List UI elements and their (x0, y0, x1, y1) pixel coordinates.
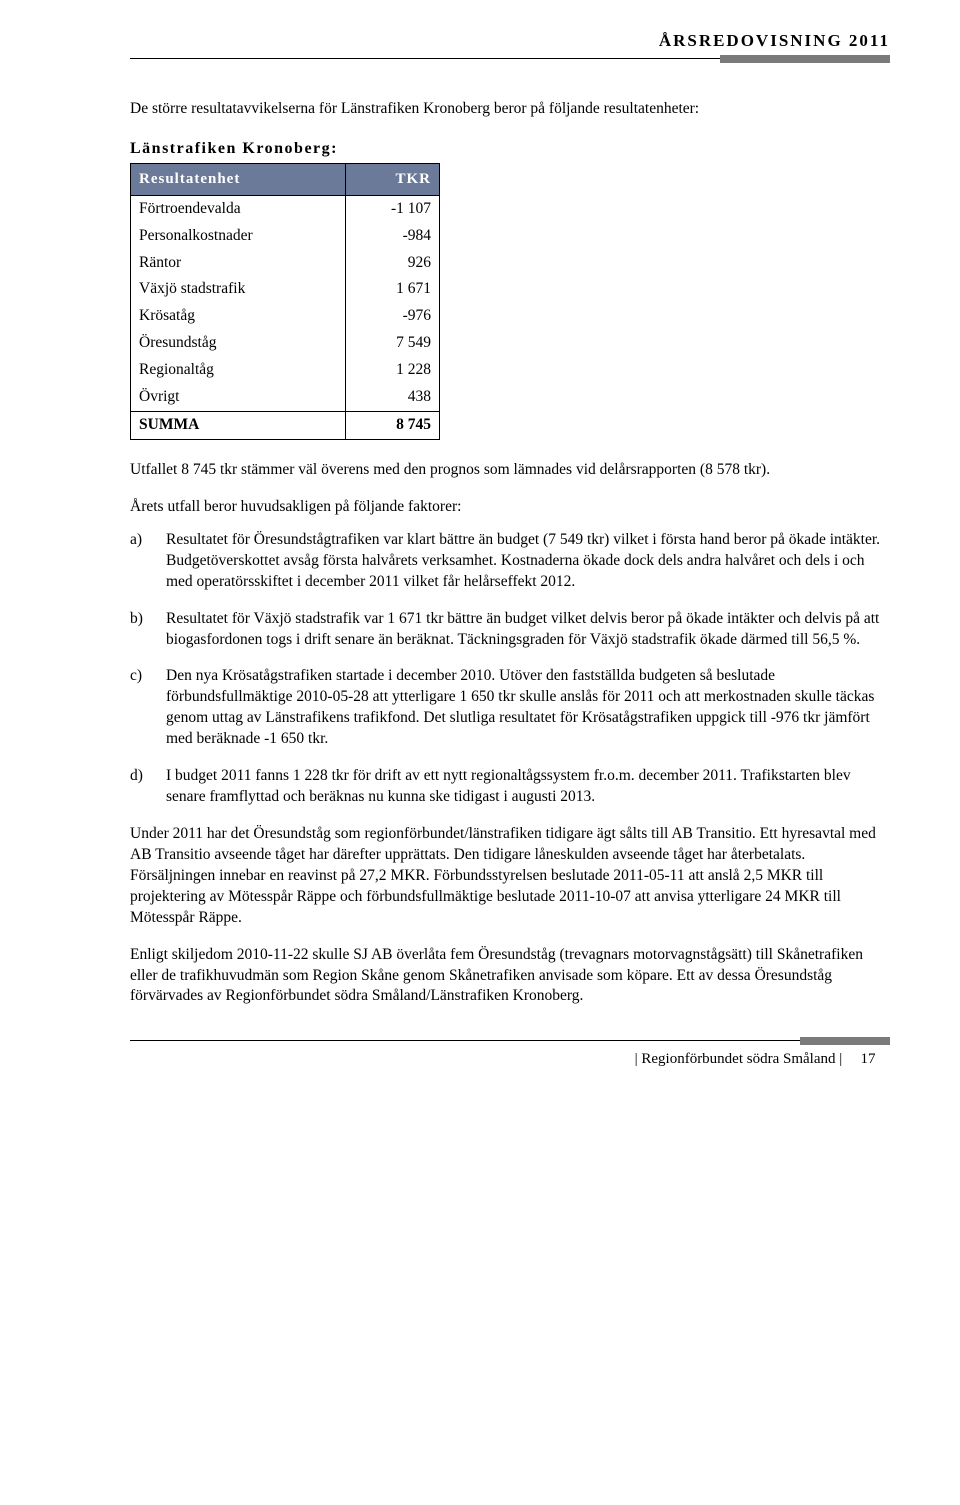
cell-value: 926 (346, 250, 440, 277)
page-header-title: ÅRSREDOVISNING 2011 (130, 30, 890, 53)
table-row: Växjö stadstrafik1 671 (131, 276, 440, 303)
cell-name: Växjö stadstrafik (131, 276, 346, 303)
cell-value: -1 107 (346, 195, 440, 222)
after-table-paragraph: Utfallet 8 745 tkr stämmer väl överens m… (130, 460, 890, 481)
table-row: Regionaltåg1 228 (131, 357, 440, 384)
factor-list: a)Resultatet för Öresundstågtrafiken var… (130, 530, 890, 808)
col-header-resultatenhet: Resultatenhet (131, 164, 346, 195)
cell-name: Övrigt (131, 384, 346, 411)
table-title: Länstrafiken Kronoberg: (130, 138, 890, 160)
list-item: b)Resultatet för Växjö stadstrafik var 1… (130, 609, 890, 651)
table-row: Övrigt438 (131, 384, 440, 411)
table-row: Personalkostnader-984 (131, 223, 440, 250)
table-sum-row: SUMMA8 745 (131, 412, 440, 440)
cell-name: Förtroendevalda (131, 195, 346, 222)
cell-value: 1 671 (346, 276, 440, 303)
table-row: Krösatåg-976 (131, 303, 440, 330)
list-item: a)Resultatet för Öresundstågtrafiken var… (130, 530, 890, 593)
table-row: Räntor926 (131, 250, 440, 277)
cell-name: Räntor (131, 250, 346, 277)
cell-name: Personalkostnader (131, 223, 346, 250)
list-item-text: I budget 2011 fanns 1 228 tkr för drift … (166, 766, 890, 808)
body-para-2: Enligt skiljedom 2010-11-22 skulle SJ AB… (130, 945, 890, 1008)
col-header-tkr: TKR (346, 164, 440, 195)
sum-value: 8 745 (346, 412, 440, 440)
intro-paragraph: De större resultatavvikelserna för Länst… (130, 99, 890, 120)
list-item: c)Den nya Krösatågstrafiken startade i d… (130, 666, 890, 750)
list-marker: c) (130, 666, 166, 750)
cell-value: 1 228 (346, 357, 440, 384)
list-item: d)I budget 2011 fanns 1 228 tkr för drif… (130, 766, 890, 808)
cell-value: 438 (346, 384, 440, 411)
list-item-text: Resultatet för Växjö stadstrafik var 1 6… (166, 609, 890, 651)
list-marker: b) (130, 609, 166, 651)
footer-page-number: 17 (846, 1049, 890, 1069)
list-marker: a) (130, 530, 166, 593)
table-row: Förtroendevalda-1 107 (131, 195, 440, 222)
sum-label: SUMMA (131, 412, 346, 440)
list-intro: Årets utfall beror huvudsakligen på följ… (130, 497, 890, 518)
cell-value: -976 (346, 303, 440, 330)
footer-rule (130, 1037, 890, 1045)
cell-name: Regionaltåg (131, 357, 346, 384)
list-item-text: Resultatet för Öresundstågtrafiken var k… (166, 530, 890, 593)
cell-name: Krösatåg (131, 303, 346, 330)
body-para-1: Under 2011 har det Öresundståg som regio… (130, 824, 890, 929)
cell-value: 7 549 (346, 330, 440, 357)
result-table: Resultatenhet TKR Förtroendevalda-1 107P… (130, 163, 440, 440)
footer-org: | Regionförbundet södra Småland | (635, 1051, 843, 1067)
footer-line: | Regionförbundet södra Småland | 17 (130, 1049, 890, 1069)
header-rule (130, 55, 890, 63)
list-marker: d) (130, 766, 166, 808)
table-row: Öresundståg7 549 (131, 330, 440, 357)
list-item-text: Den nya Krösatågstrafiken startade i dec… (166, 666, 890, 750)
cell-value: -984 (346, 223, 440, 250)
cell-name: Öresundståg (131, 330, 346, 357)
